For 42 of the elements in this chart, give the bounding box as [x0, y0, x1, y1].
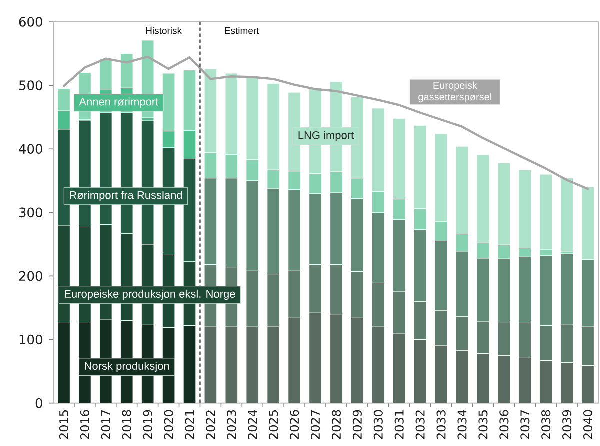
bar — [560, 178, 574, 252]
x-tick-label: 2039 — [562, 410, 572, 440]
x-tick-label: 2035 — [478, 410, 488, 440]
series-label: Norsk produksjon — [85, 362, 170, 372]
x-tick-label: 2019 — [143, 410, 152, 440]
x-tick-label: 2022 — [206, 410, 216, 440]
x-tick-label: 2018 — [122, 410, 132, 440]
x-tick-label: 2028 — [332, 410, 342, 440]
x-tick-label: 2029 — [352, 410, 362, 440]
y-tick-label: 500 — [19, 80, 42, 90]
annotation: Estimert — [225, 27, 260, 34]
y-tick-label: 100 — [20, 334, 42, 345]
series-label: LNG import — [298, 131, 354, 142]
series-label: Europeisk gassetterspørsel — [418, 82, 492, 103]
x-tick-label: 2016 — [80, 410, 90, 440]
x-tick-label: 2036 — [500, 410, 509, 440]
y-tick-label: 600 — [19, 17, 42, 27]
x-tick-label: 2023 — [227, 410, 236, 440]
x-tick-label: 2040 — [583, 410, 593, 440]
series-label: Europeiske produksjon eksl. Norge — [65, 290, 236, 300]
x-tick-label: 2025 — [269, 410, 278, 440]
y-tick-label: 300 — [19, 208, 42, 218]
x-tick-label: 2024 — [248, 410, 258, 440]
x-tick-label: 2038 — [542, 410, 551, 440]
y-tick-label: 0 — [36, 398, 42, 408]
x-tick-label: 2031 — [394, 410, 404, 440]
x-tick-label: 2020 — [164, 410, 174, 440]
series-label: Annen rørimport — [79, 98, 159, 108]
x-tick-label: 2027 — [310, 410, 320, 440]
x-tick-label: 2037 — [520, 410, 530, 440]
x-tick-label: 2033 — [436, 410, 446, 440]
x-tick-label: 2034 — [458, 410, 467, 440]
x-tick-label: 2015 — [59, 410, 69, 440]
x-tick-label: 2032 — [416, 410, 425, 440]
series-label: Rørimport fra Russland — [70, 191, 182, 202]
x-tick-label: 2021 — [185, 410, 194, 440]
y-tick-label: 200 — [19, 271, 42, 282]
x-tick-label: 2030 — [374, 410, 383, 440]
x-tick-label: 2017 — [101, 410, 110, 440]
y-tick-label: 400 — [19, 144, 42, 154]
x-tick-label: 2026 — [290, 410, 300, 440]
annotation: Historisk — [146, 27, 182, 34]
